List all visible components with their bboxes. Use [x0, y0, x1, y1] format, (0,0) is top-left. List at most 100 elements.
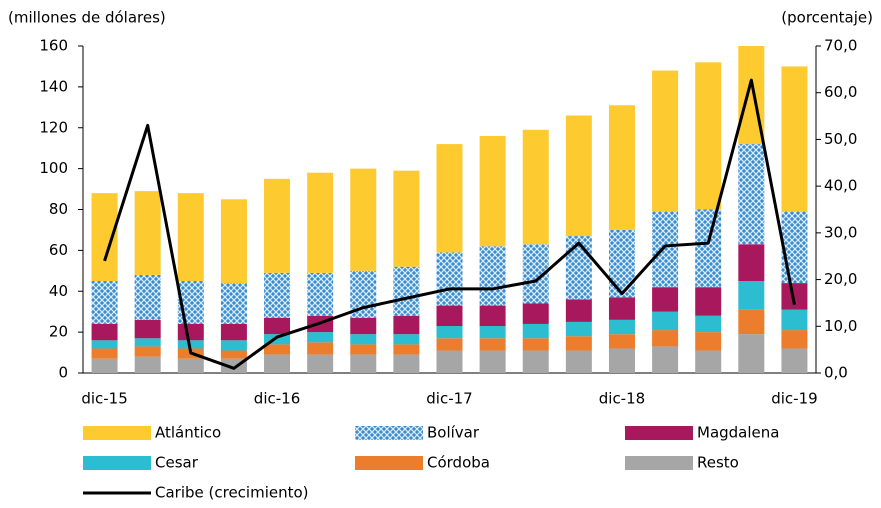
bar-segment: [479, 135, 506, 247]
y2-tick-label: 0,0: [824, 364, 848, 382]
bar-segment: [565, 336, 592, 351]
bar-segment: [565, 115, 592, 237]
x-tick-label: dic-16: [254, 390, 300, 408]
bar-segment: [220, 323, 247, 341]
bar-segment: [781, 348, 808, 373]
bar-segment: [608, 297, 635, 320]
bar-segment: [522, 338, 549, 351]
bar-segment: [608, 334, 635, 349]
bar-segment: [91, 323, 118, 341]
bar-segment: [522, 323, 549, 339]
bar-segment: [608, 348, 635, 373]
y2-tick-label: 20,0: [824, 270, 857, 288]
bar-segment: [695, 350, 722, 373]
bar-segment: [479, 325, 506, 339]
bar-segment: [350, 168, 377, 271]
bar-segment: [781, 211, 808, 284]
legend-label: Magdalena: [697, 424, 779, 442]
bar-segment: [393, 354, 420, 373]
bar-segment: [134, 356, 161, 373]
bar-segment: [565, 236, 592, 300]
legend-swatch: [83, 456, 151, 470]
bar-segment: [393, 170, 420, 267]
y2-tick-label: 70,0: [824, 37, 857, 55]
bar-segment: [350, 317, 377, 335]
bar-segment: [479, 305, 506, 326]
bar-segment: [608, 319, 635, 335]
y2-axis-label: (porcentaje): [781, 9, 873, 27]
legend-label: Córdoba: [427, 454, 490, 472]
bar-segment: [522, 350, 549, 373]
bar-segment: [264, 334, 291, 345]
bar-segment: [738, 281, 765, 310]
bar-segment: [134, 338, 161, 347]
bar-segment: [134, 274, 161, 320]
bar-segment: [350, 334, 377, 345]
y2-tick-label: 40,0: [824, 177, 857, 195]
bar-segment: [738, 144, 765, 245]
bar-segment: [652, 311, 679, 331]
bar-segment: [134, 346, 161, 357]
bar-segment: [522, 303, 549, 324]
bar-segment: [393, 334, 420, 345]
bar-segment: [307, 172, 334, 273]
bar-segment: [652, 287, 679, 312]
bar-segment: [695, 287, 722, 316]
y-tick-label: 120: [39, 118, 68, 136]
x-tick-label: dic-17: [426, 390, 472, 408]
y-tick-label: 40: [49, 282, 68, 300]
legend-swatch: [83, 426, 151, 440]
bar-segment: [350, 354, 377, 373]
legend-swatch: [625, 456, 693, 470]
y-tick-label: 160: [39, 37, 68, 55]
bar-segment: [177, 193, 204, 282]
bar-segment: [264, 344, 291, 355]
x-tick-label: dic-18: [599, 390, 645, 408]
bar-segment: [479, 246, 506, 306]
y-axis-label: (millones de dólares): [8, 9, 166, 27]
y-tick-label: 20: [49, 323, 68, 341]
bar-segment: [177, 358, 204, 373]
bar-segment: [436, 325, 463, 339]
bar-segment: [134, 319, 161, 339]
bar-segment: [522, 129, 549, 245]
bar-segment: [220, 340, 247, 351]
legend-label: Cesar: [155, 454, 199, 472]
x-tick-label: dic-15: [81, 390, 127, 408]
bar-segment: [436, 350, 463, 373]
bar-segment: [264, 317, 291, 335]
y2-tick-label: 60,0: [824, 83, 857, 101]
bar-segment: [565, 299, 592, 322]
bar-segment: [220, 350, 247, 359]
legend-label: Resto: [697, 454, 739, 472]
bar-segment: [307, 354, 334, 373]
bar-segment: [177, 340, 204, 349]
bar-segment: [565, 350, 592, 373]
bar-segment: [307, 272, 334, 316]
line: [103, 78, 796, 370]
bar-segment: [479, 350, 506, 373]
legend-swatch: [355, 456, 423, 470]
bar-segment: [652, 346, 679, 373]
y2-tick-label: 10,0: [824, 317, 857, 335]
bar-segment: [781, 309, 808, 331]
bar-segment: [695, 62, 722, 210]
y-tick-label: 100: [39, 159, 68, 177]
bar-segment: [479, 338, 506, 351]
bar-segment: [695, 209, 722, 288]
bar-segment: [781, 330, 808, 349]
bar-segment: [436, 144, 463, 253]
bar-segment: [608, 105, 635, 230]
x-tick-label: dic-19: [771, 390, 817, 408]
bar-segment: [393, 344, 420, 355]
legend-label: Caribe (crecimiento): [155, 484, 309, 502]
bar-segment: [652, 70, 679, 212]
bar-segment: [436, 305, 463, 326]
bar-segment: [307, 332, 334, 343]
bar-segment: [695, 315, 722, 333]
y-tick-label: 60: [49, 241, 68, 259]
bar-segment: [91, 348, 118, 359]
bar-segment: [608, 229, 635, 298]
bar-segment: [177, 323, 204, 341]
y-tick-label: 0: [58, 364, 68, 382]
